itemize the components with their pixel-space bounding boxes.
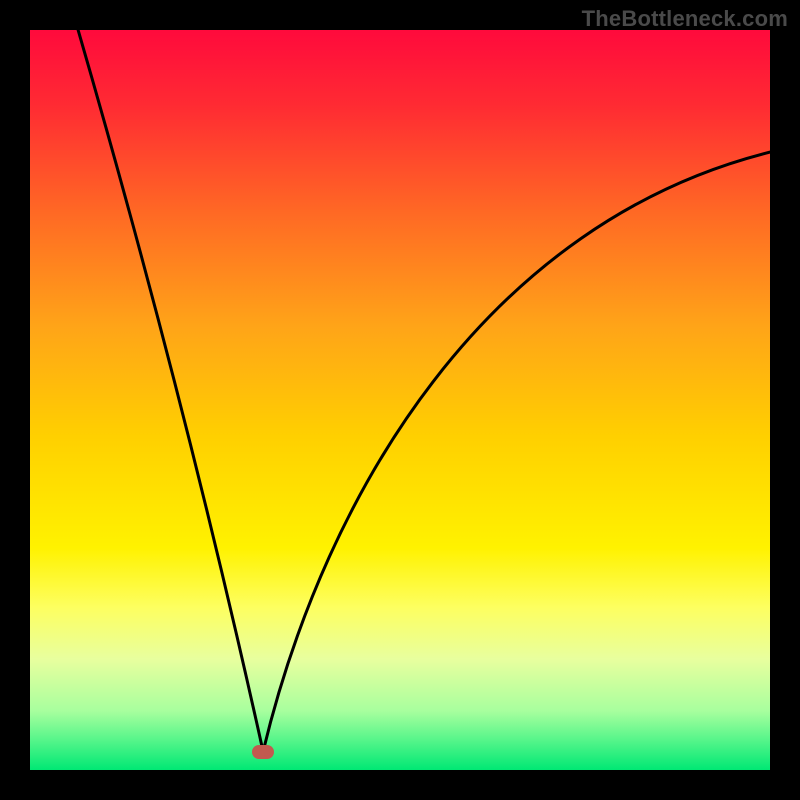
plot-area <box>30 30 770 770</box>
plot-svg <box>30 30 770 770</box>
apex-marker <box>252 745 274 759</box>
gradient-background <box>30 30 770 770</box>
watermark-text: TheBottleneck.com <box>582 6 788 32</box>
chart-frame: TheBottleneck.com <box>0 0 800 800</box>
